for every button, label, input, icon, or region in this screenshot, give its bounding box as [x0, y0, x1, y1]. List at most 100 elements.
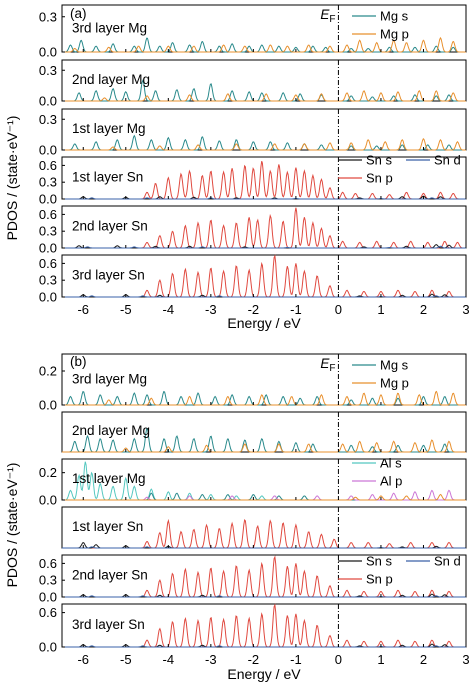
y-tick-label: 0.6: [39, 556, 57, 571]
x-tick-label: 0: [335, 302, 342, 317]
y-tick-label: 0.6: [39, 207, 57, 222]
panel-frame: [61, 59, 467, 102]
x-tick-label: 2: [420, 652, 427, 667]
series-line-sn-d: [62, 645, 466, 648]
series-line-mg-p: [62, 137, 466, 151]
legend-label: Mg p: [380, 27, 409, 42]
y-tick-label: 0.0: [39, 590, 57, 605]
y-tick-label: 0.0: [39, 290, 57, 305]
series-line-mg-s: [62, 390, 466, 406]
legend-label: Sn s: [366, 153, 393, 168]
series-line-mg-p: [62, 439, 466, 453]
panel-b-3: 0.0 0.2 1st layer Mg Al s Al p: [39, 456, 467, 508]
y-tick-label: 0.6: [39, 158, 57, 173]
panel-layer-label: 1st layer Sn: [72, 169, 143, 184]
y-tick-label: 0.0: [39, 493, 57, 508]
series-line-sn-s: [62, 542, 466, 549]
x-tick-label: 1: [377, 302, 384, 317]
x-tick-label: -3: [205, 652, 217, 667]
y-tick-label: 0.3: [39, 175, 57, 190]
y-tick-label: 0.0: [39, 45, 57, 60]
legend-label: Sn d: [434, 153, 461, 168]
y-tick-label: 0.0: [39, 94, 57, 109]
x-tick-label: -6: [77, 652, 89, 667]
panel-b-6: 0.0 0.6 3rd layer Sn: [39, 603, 467, 655]
series-line-mg-p: [62, 493, 466, 501]
y-tick-label: 0.6: [39, 256, 57, 271]
legend-label: Mg s: [380, 358, 409, 373]
series-line-sn-d: [62, 595, 466, 598]
panel-layer-label: 3rd layer Mg: [72, 372, 147, 387]
legend-label: Al s: [380, 456, 402, 471]
panel-layer-label: 1st layer Sn: [72, 519, 143, 534]
y-tick-label: 0.2: [39, 364, 57, 379]
x-tick-label: -1: [290, 302, 302, 317]
legend-label: Sn p: [366, 171, 393, 186]
series-line-sn-d: [62, 546, 466, 549]
panel-frame: [61, 353, 467, 406]
y-tick-label: 0.3: [39, 9, 57, 24]
x-tick-label: 2: [420, 302, 427, 317]
y-axis-label: PDOS / (state·eV⁻¹): [4, 463, 20, 588]
panel-a-2: 0.0 0.3 2nd layer Mg: [39, 59, 467, 109]
panel-a-5: 0.0 0.3 0.6 2nd layer Sn: [39, 205, 467, 256]
fermi-level-label: EF: [320, 7, 335, 25]
panel-a-6: 0.0 0.3 0.6 3rd layer Sn: [39, 254, 467, 305]
series-line-mg-p: [62, 90, 466, 102]
x-axis-label: Energy / eV: [227, 666, 301, 682]
x-tick-label: 0: [335, 652, 342, 667]
y-tick-label: 0.0: [39, 143, 57, 158]
panel-a-3: 0.0 0.3 1st layer Mg: [39, 108, 467, 158]
panel-a-1: 0.0 0.3 3rd layer Mg Mg s Mg p: [39, 4, 467, 60]
x-tick-label: -3: [205, 302, 217, 317]
y-tick-label: 0.0: [39, 398, 57, 413]
legend-label: Sn s: [366, 554, 393, 569]
panel-layer-label: 2nd layer Sn: [72, 567, 148, 582]
figure-tag: (a): [70, 6, 87, 21]
y-tick-label: 0.3: [39, 63, 57, 78]
legend-label: Mg s: [380, 9, 409, 24]
panel-a-4: 0.0 0.3 0.6 1st layer Sn Sn s Sn d Sn p: [39, 153, 467, 207]
x-tick-label: -2: [248, 652, 260, 667]
panel-layer-label: 2nd layer Mg: [72, 72, 150, 87]
legend-label: Mg p: [380, 376, 409, 391]
series-line-sn-d: [62, 245, 466, 249]
panel-b-1: 0.0 0.2 3rd layer Mg Mg s Mg p: [39, 353, 467, 413]
y-tick-label: 0.6: [39, 605, 57, 620]
x-tick-label: -4: [163, 652, 175, 667]
panel-b-4: 1st layer Sn: [61, 506, 467, 549]
y-tick-label: 0.2: [39, 465, 57, 480]
panel-b-2: 2nd layer Mg: [61, 411, 467, 453]
x-tick-label: -2: [248, 302, 260, 317]
x-tick-label: 1: [377, 652, 384, 667]
series-line-sn-d: [62, 197, 466, 200]
fermi-level-label: EF: [320, 356, 335, 374]
y-axis-label: PDOS / (state·eV⁻¹): [4, 116, 20, 241]
y-tick-label: 0.3: [39, 224, 57, 239]
panel-layer-label: 1st layer Mg: [72, 121, 146, 136]
x-tick-label: 3: [462, 302, 469, 317]
x-tick-label: -5: [120, 652, 132, 667]
y-tick-label: 0.0: [39, 192, 57, 207]
legend-label: Sn d: [434, 554, 461, 569]
panel-layer-label: 3rd layer Sn: [72, 267, 145, 282]
x-axis-label: Energy / eV: [227, 315, 301, 331]
panel-layer-label: 3rd layer Mg: [72, 20, 147, 35]
legend-label: Sn p: [366, 572, 393, 587]
series-line-sn-d: [62, 295, 466, 298]
y-tick-label: 0.0: [39, 241, 57, 256]
series-line-mg-p: [62, 390, 466, 406]
panel-layer-label: 2nd layer Sn: [72, 218, 148, 233]
x-tick-label: -4: [163, 302, 175, 317]
y-tick-label: 0.3: [39, 273, 57, 288]
y-tick-label: 0.3: [39, 112, 57, 127]
figure-tag: (b): [70, 354, 87, 369]
x-tick-label: -6: [77, 302, 89, 317]
panel-layer-label: 1st layer Mg: [72, 471, 146, 486]
y-tick-label: 0.3: [39, 573, 57, 588]
x-tick-label: -1: [290, 652, 302, 667]
x-tick-label: 3: [462, 652, 469, 667]
x-tick-label: -5: [120, 302, 132, 317]
panel-layer-label: 2nd layer Mg: [72, 423, 150, 438]
